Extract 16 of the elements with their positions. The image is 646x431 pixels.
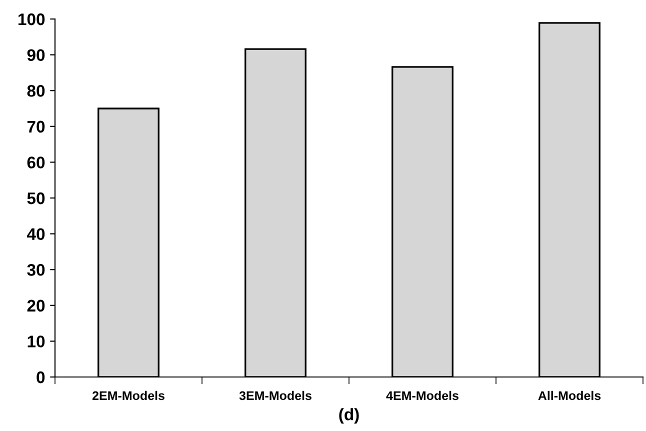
- y-tick-label: 0: [36, 371, 45, 384]
- y-tick-label: 100: [18, 13, 45, 26]
- y-tick-label: 10: [28, 336, 45, 348]
- y-tick-label: 60: [27, 156, 45, 168]
- x-axis-title: (d): [339, 408, 359, 424]
- y-tick-label: 40: [26, 228, 45, 240]
- y-tick-label: 50: [27, 192, 45, 204]
- x-tick-label: 2EM-Models: [92, 390, 164, 400]
- y-tick-label: 30: [27, 264, 45, 276]
- x-tick-label: 3EM-Models: [239, 390, 312, 400]
- x-tick-label: All-Models: [538, 390, 601, 400]
- y-tick-label: 80: [27, 85, 45, 97]
- x-tick-label: 4EM-Models: [386, 390, 458, 400]
- y-tick-label: 90: [27, 49, 45, 62]
- y-tick-label: 70: [27, 120, 45, 133]
- y-tick-label: 20: [27, 300, 45, 312]
